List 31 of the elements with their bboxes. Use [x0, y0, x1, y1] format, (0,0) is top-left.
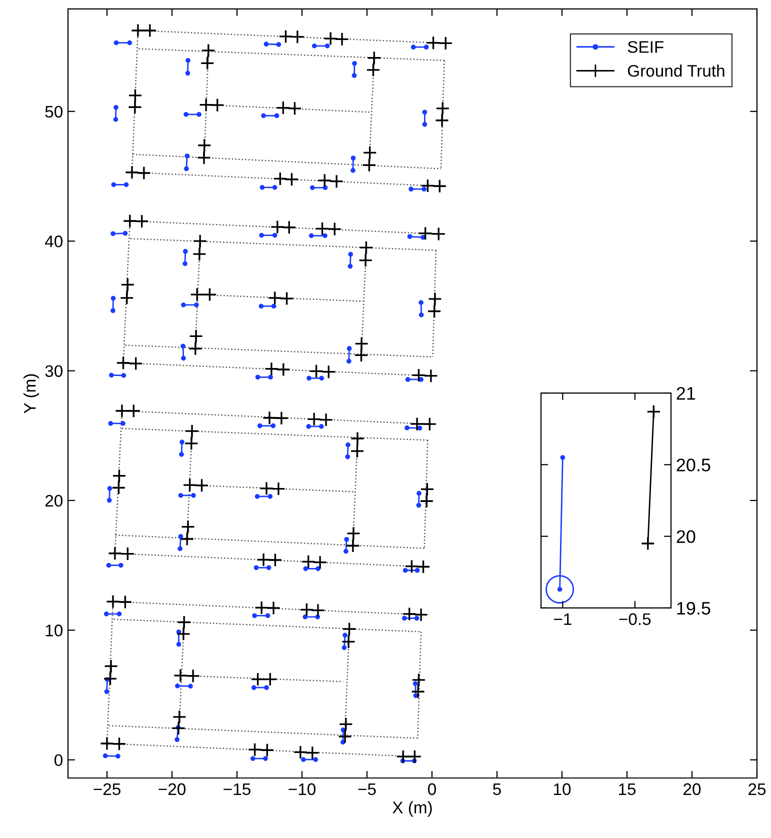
- point: [560, 455, 566, 460]
- x-tick-label: 0: [428, 783, 436, 796]
- y-tick-label: 21: [676, 386, 696, 400]
- y-tick-label: 19.5: [677, 602, 710, 615]
- x-tick-label: 15: [618, 783, 636, 796]
- y-tick-label: 50: [45, 106, 62, 118]
- y-tick-label: 0: [54, 754, 62, 766]
- point: [546, 575, 574, 604]
- point: [640, 536, 655, 551]
- x-tick-label: −25: [94, 783, 120, 796]
- y-axis-title: Y (m): [24, 374, 40, 414]
- legend-label: SEIF: [628, 41, 664, 53]
- x-tick-label: −10: [288, 783, 316, 796]
- y-tick-label: 20: [676, 530, 696, 544]
- y-tick-label: 30: [45, 365, 62, 377]
- x-tick-label: 25: [748, 783, 766, 796]
- point: [646, 404, 661, 419]
- point: [557, 586, 562, 592]
- x-tick-label: −20: [158, 783, 186, 796]
- y-tick-label: 20.5: [676, 458, 710, 472]
- x-tick-label: 10: [554, 783, 571, 796]
- x-tick-label: −15: [224, 783, 250, 796]
- y-tick-label: 40: [44, 236, 62, 248]
- y-tick-label: 20: [45, 494, 62, 507]
- x-tick-label: −5: [358, 783, 376, 796]
- y-tick-label: 10: [46, 624, 62, 636]
- x-tick-label: −1: [554, 613, 572, 625]
- x-tick-label: 5: [493, 783, 501, 796]
- legend-label: Ground Truth: [628, 64, 724, 77]
- x-tick-label: −0.5: [619, 613, 651, 626]
- x-axis-title: X (m): [392, 801, 432, 817]
